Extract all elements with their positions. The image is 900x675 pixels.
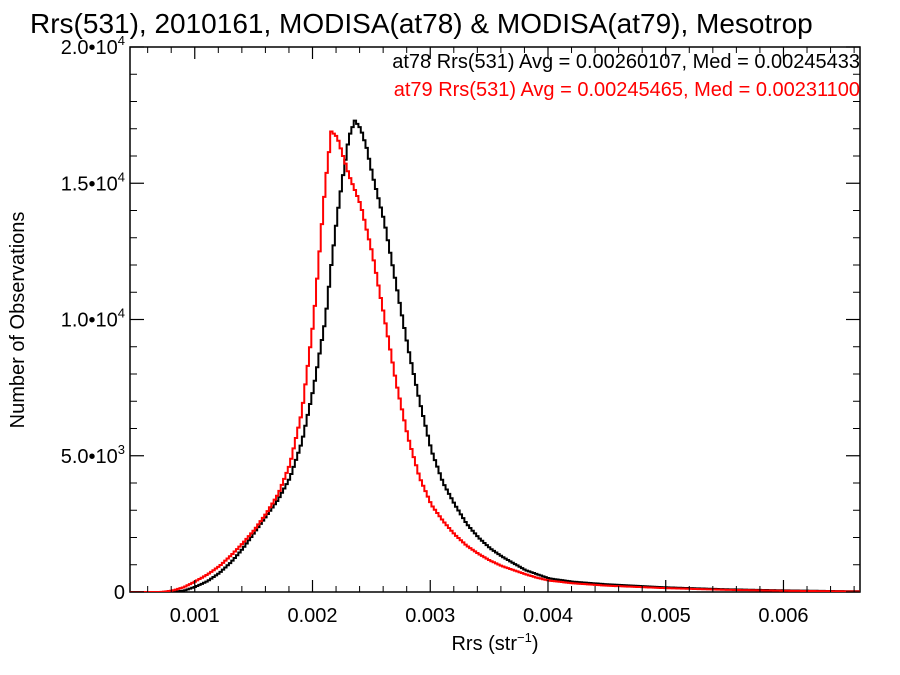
legend-at78-stats: at78 Rrs(531) Avg = 0.00260107, Med = 0.… — [392, 51, 860, 73]
histogram-series-at79 — [130, 130, 860, 592]
x-tick-label: 0.005 — [641, 605, 691, 627]
plot-frame — [129, 46, 861, 593]
y-axis-label: Number of Observations — [7, 212, 29, 429]
y-tick-label: 2.0•104 — [61, 33, 125, 59]
ticks-layer: 0.001 0.002 0.003 0.004 0.005 0.006 0 5.0•103 1.… — [61, 33, 860, 627]
series-layer — [130, 119, 860, 592]
y-tick-label: 1.0•104 — [61, 306, 125, 332]
x-tick-label: 0.006 — [758, 605, 808, 627]
y-tick-label: 0 — [114, 582, 125, 604]
x-tick-label: 0.001 — [170, 605, 220, 627]
y-tick-label: 5.0•103 — [61, 442, 125, 468]
x-tick-label: 0.002 — [287, 605, 337, 627]
histogram-series-at78 — [130, 119, 860, 592]
y-tick-label: 1.5•104 — [61, 169, 125, 195]
x-tick-label: 0.004 — [523, 605, 573, 627]
x-tick-label: 0.003 — [405, 605, 455, 627]
legend-at79-stats: at79 Rrs(531) Avg = 0.00245465, Med = 0.… — [394, 79, 860, 101]
x-axis-label: Rrs (str−1) — [451, 630, 538, 655]
chart-title: Rrs(531), 2010161, MODISA(at78) & MODISA… — [30, 8, 813, 39]
